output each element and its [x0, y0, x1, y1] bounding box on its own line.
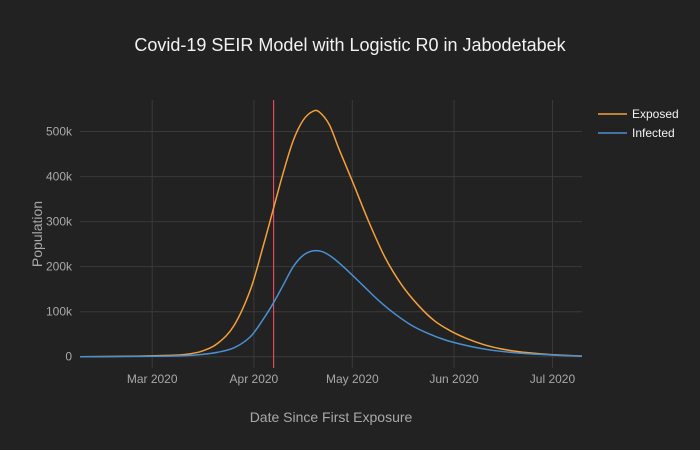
y-axis-title: Population: [29, 201, 45, 267]
x-tick-label: May 2020: [326, 372, 379, 386]
grid-lines: [80, 100, 582, 368]
legend-item-infected[interactable]: Infected: [598, 126, 675, 140]
axis-ticks: 0 100k 200k 300k 400k 500k Mar 2020 Apr 2020 May…: [46, 125, 576, 386]
chart-title: Covid-19 SEIR Model with Logistic R0 in …: [134, 35, 566, 55]
x-tick-label: Mar 2020: [127, 372, 178, 386]
y-tick-label: 0: [65, 350, 72, 364]
legend-item-exposed[interactable]: Exposed: [598, 107, 679, 121]
series-line-infected[interactable]: [79, 249, 583, 358]
x-tick-label: Jun 2020: [429, 372, 479, 386]
legend[interactable]: Exposed Infected: [598, 107, 679, 140]
y-tick-label: 400k: [46, 170, 73, 184]
x-tick-label: Jul 2020: [530, 372, 576, 386]
y-tick-label: 500k: [46, 125, 73, 139]
legend-label: Infected: [632, 126, 675, 140]
y-tick-label: 100k: [46, 305, 73, 319]
y-tick-label: 200k: [46, 260, 73, 274]
x-tick-label: Apr 2020: [230, 372, 279, 386]
x-axis-title: Date Since First Exposure: [250, 409, 413, 425]
y-tick-label: 300k: [46, 215, 73, 229]
series-line-exposed[interactable]: [79, 109, 583, 358]
legend-label: Exposed: [632, 107, 679, 121]
plot-series: [79, 109, 583, 358]
